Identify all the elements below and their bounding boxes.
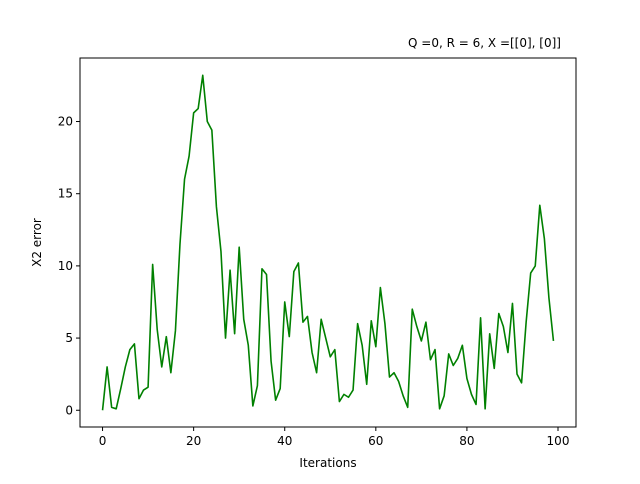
x-tick-label: 20	[186, 434, 201, 448]
y-axis: 0 5 10 15 20	[58, 115, 80, 417]
x-tick-label: 60	[368, 434, 383, 448]
chart-title: Q =0, R = 6, X =[[0], [0]]	[408, 36, 561, 50]
x-tick-label: 100	[547, 434, 570, 448]
plot-area	[101, 74, 555, 411]
x-axis: 0 20 40 60 80 100	[99, 427, 570, 448]
series-line	[101, 74, 555, 411]
x-axis-label: Iterations	[299, 456, 356, 470]
y-tick-label: 5	[65, 331, 73, 345]
x-tick-label: 80	[459, 434, 474, 448]
y-tick-label: 20	[58, 115, 73, 129]
x-tick-label: 0	[99, 434, 107, 448]
y-tick-label: 0	[65, 403, 73, 417]
x-tick-label: 40	[277, 434, 292, 448]
y-axis-label: X2 error	[30, 218, 44, 267]
axes-frame	[79, 57, 577, 428]
y-tick-label: 15	[58, 187, 73, 201]
y-tick-label: 10	[58, 259, 73, 273]
